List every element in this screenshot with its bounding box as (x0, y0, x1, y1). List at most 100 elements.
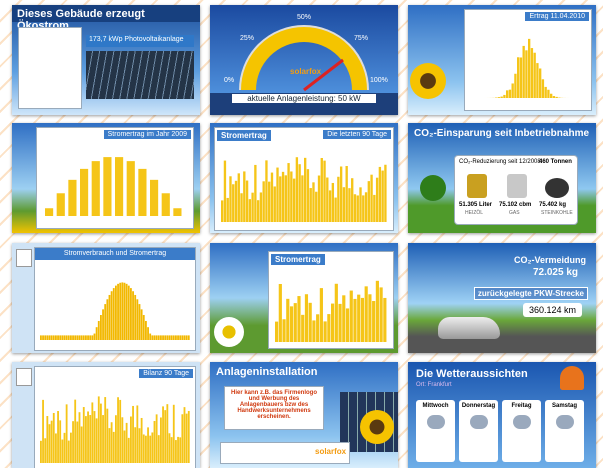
decorative-bar (55, 335, 57, 340)
tile: Die Wetteraussichten Ort: Frankfurt Mitt… (408, 362, 596, 468)
logo-bar: solarfox (220, 442, 350, 464)
mini-chart (45, 146, 185, 216)
chart-title: Stromertrag im Jahr 2009 (104, 130, 191, 139)
decorative-bar (158, 435, 160, 463)
decorative-bar (80, 169, 88, 216)
logo-icon (16, 249, 32, 267)
decorative-bar (128, 438, 130, 463)
decorative-bar (59, 335, 61, 340)
icon (507, 174, 527, 198)
decorative-bar (188, 411, 190, 463)
decorative-bar (44, 438, 46, 463)
decorative-bar (359, 187, 361, 222)
decorative-bar (316, 314, 319, 342)
decorative-bar (130, 288, 132, 340)
weather-icon (470, 415, 488, 429)
info-panel: CO₂-Reduzierung seit 12/2008: 460 Tonnen… (454, 155, 578, 225)
decorative-bar (72, 335, 74, 340)
decorative-bar (76, 335, 78, 340)
chart-panel: Stromverbrauch und Stromertrag (34, 247, 196, 351)
chart-panel: Bilanz 90 Tage (34, 366, 196, 468)
decorative-bar (74, 335, 76, 340)
gauge-label: 25% (240, 35, 254, 42)
decorative-bar (175, 335, 177, 340)
decorative-bar (42, 335, 44, 340)
tile-title: CO₂-Vermeidung (514, 255, 586, 265)
decorative-bar (143, 434, 145, 463)
decorative-bar (177, 437, 179, 463)
decorative-bar (126, 284, 128, 340)
decorative-bar (188, 335, 190, 340)
decorative-bar (121, 417, 123, 463)
mini-chart (221, 146, 387, 222)
decorative-bar (147, 327, 149, 340)
mini-chart (40, 385, 190, 463)
decorative-bar (321, 158, 323, 222)
decorative-bar (83, 335, 85, 340)
decorative-bar (130, 417, 132, 463)
decorative-bar (525, 50, 527, 98)
decorative-bar (365, 286, 368, 342)
decorative-bar (181, 414, 183, 463)
decorative-bar (156, 335, 158, 340)
chart-panel: Stromertrag (268, 251, 394, 349)
decorative-bar (536, 63, 538, 98)
decorative-bar (70, 335, 72, 340)
decorative-bar (111, 422, 113, 463)
ad-text: Hier kann z.B. das Firmenlogo und Werbun… (224, 386, 324, 430)
decorative-bar (98, 321, 100, 340)
decorative-bar (305, 294, 308, 342)
decorative-bar (127, 161, 135, 216)
mini-chart (275, 270, 387, 342)
decorative-bar (149, 436, 151, 463)
decorative-bar (286, 299, 289, 342)
decorative-bar (154, 421, 156, 463)
decorative-bar (290, 306, 293, 342)
decorative-bar (260, 192, 262, 222)
chart-panel: Stromertrag im Jahr 2009 (36, 127, 194, 229)
decorative-bar (365, 192, 367, 222)
decorative-bar (274, 186, 276, 222)
decorative-bar (229, 176, 231, 222)
distance: 360.124 km (523, 303, 582, 317)
tree (420, 175, 446, 201)
decorative-bar (357, 295, 360, 342)
decorative-bar (293, 179, 295, 222)
decorative-bar (166, 404, 168, 463)
weather-icon (513, 415, 531, 429)
decorative-bar (70, 433, 72, 463)
decorative-bar (87, 411, 89, 463)
decorative-bar (136, 299, 138, 340)
decorative-bar (154, 335, 156, 340)
decorative-bar (72, 421, 74, 463)
chart-title: Stromverbrauch und Stromertrag (35, 248, 195, 260)
item-value: 75.102 cbm (499, 202, 531, 208)
decorative-bar (87, 335, 89, 340)
decorative-bar (324, 321, 327, 342)
photo (86, 51, 194, 99)
decorative-bar (271, 173, 273, 222)
day-name: Donnerstag (459, 403, 498, 409)
tile-title: Die Wetteraussichten (416, 368, 528, 380)
decorative-bar (338, 304, 341, 342)
decorative-bar (276, 168, 278, 222)
decorative-bar (68, 180, 76, 216)
tile: Anlageninstallation Hier kann z.B. das F… (210, 362, 398, 468)
decorative-bar (53, 335, 55, 340)
decorative-bar (346, 166, 348, 222)
info-panel (18, 27, 82, 109)
decorative-bar (296, 157, 298, 222)
decorative-bar (134, 427, 136, 463)
decorative-bar (61, 440, 63, 463)
decorative-bar (310, 188, 312, 222)
decorative-bar (79, 335, 81, 340)
decorative-bar (76, 422, 78, 463)
decorative-bar (57, 335, 59, 340)
logo-icon (16, 368, 32, 386)
decorative-bar (514, 74, 516, 98)
decorative-bar (102, 415, 104, 463)
tile: Stromertrag (210, 243, 398, 353)
decorative-bar (181, 335, 183, 340)
subtitle: CO₂-Reduzierung seit 12/2008: (459, 159, 542, 165)
decorative-bar (517, 57, 519, 98)
